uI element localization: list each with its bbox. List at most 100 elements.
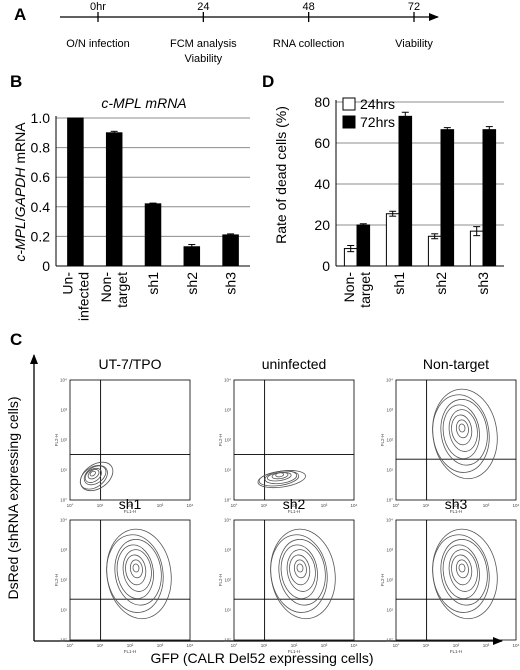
bar: [427, 235, 442, 267]
facs-x-tick-label: 10¹: [97, 503, 104, 508]
facs-plot-title: Non-target: [423, 356, 489, 372]
y-tick-label: 0.6: [31, 169, 51, 185]
facs-y-tick-label: 10°: [224, 638, 231, 643]
x-tick-label-line: Un-: [59, 272, 75, 295]
contour-line: [125, 554, 147, 586]
contour-line: [432, 388, 498, 480]
facs-y-tick-label: 10¹: [60, 608, 67, 613]
contour-line: [89, 470, 96, 477]
contour-line: [440, 539, 488, 606]
facs-y-axis-name: FL2-H: [380, 574, 385, 587]
facs-plot: uninfected 10°10° 10¹ 10¹ 10² 10² 10³ 10³ 10⁴ 10⁴…: [218, 356, 358, 514]
timeline-time-label: 72: [408, 1, 420, 13]
contour-line: [278, 539, 326, 606]
facs-x-tick-label: 10¹: [261, 503, 268, 508]
contour-line: [458, 423, 466, 433]
facs-x-axis-name: FL1-H: [450, 649, 463, 654]
x-tick-label-line: target: [357, 272, 373, 308]
facs-x-tick-label: 10²: [453, 503, 460, 508]
facs-plot-frame: [233, 519, 355, 641]
facs-y-tick-label: 10³: [224, 548, 231, 553]
x-tick-label: sh1: [145, 272, 161, 295]
facs-x-tick-label: 10°: [393, 643, 400, 648]
contour-line: [280, 544, 318, 599]
facs-x-tick-label: 10¹: [97, 643, 104, 648]
x-tick-label: sh1: [391, 272, 407, 295]
facs-x-tick-label: 10⁴: [351, 643, 358, 648]
x-tick-label-line: sh3: [475, 272, 491, 295]
contour-line: [289, 554, 311, 586]
x-tick-label-line: sh1: [391, 272, 407, 295]
contour-line: [87, 469, 100, 480]
facs-y-tick-label: 10¹: [224, 608, 231, 613]
facs-plot-grid: UT-7/TPO10°10°10¹10¹10²10²10³10³10⁴10⁴FL…: [54, 356, 520, 654]
facs-y-tick-label: 10¹: [224, 468, 231, 473]
panel-letter-b: B: [10, 72, 22, 91]
x-tick-label: sh3: [223, 272, 239, 295]
facs-y-tick-label: 10³: [224, 408, 231, 413]
facs-y-tick-label: 10²: [60, 438, 67, 443]
facs-x-tick-label: 10⁴: [513, 503, 520, 508]
facs-y-axis-name: FL2-H: [380, 434, 385, 447]
contour-line: [451, 414, 473, 446]
bar: [440, 129, 455, 267]
legend-swatch: [342, 115, 356, 129]
chart-b-ylabel: c-MPL/GAPDH mRNA: [12, 122, 28, 262]
facs-y-tick-label: 10¹: [386, 468, 393, 473]
facs-y-tick-label: 10⁴: [224, 378, 231, 383]
chart-d: 0 20 40 60 80 Non-target sh1 sh2 sh3 24hrs 72hrs: [314, 94, 504, 308]
contour-line: [455, 559, 469, 579]
facs-x-tick-label: 10°: [231, 643, 238, 648]
contour-line: [442, 544, 480, 599]
bar: [356, 224, 371, 267]
chart-b-title: c-MPL mRNA: [101, 95, 186, 111]
x-tick-label-line: target: [114, 272, 130, 308]
facs-plot-frame: [69, 519, 191, 641]
bar: [222, 234, 239, 267]
facs-y-tick-label: 10²: [224, 438, 231, 443]
facs-y-tick-label: 10⁴: [60, 378, 67, 383]
contour-line: [270, 528, 336, 620]
y-tick-label: 0.8: [31, 140, 51, 156]
x-tick-label: Non-target: [98, 272, 130, 308]
facs-y-tick-label: 10¹: [386, 608, 393, 613]
facs-x-tick-label: 10³: [157, 643, 164, 648]
bar: [144, 203, 162, 267]
facs-x-tick-label: 10⁴: [351, 503, 358, 508]
facs-x-tick-label: 10³: [483, 643, 490, 648]
x-tick-label: sh3: [475, 272, 491, 295]
facs-x-tick-label: 10⁴: [187, 503, 194, 508]
legend-label: 72hrs: [360, 114, 395, 130]
facs-y-tick-label: 10²: [386, 438, 393, 443]
facs-plot: Non-target 10°10° 10¹ 10¹ 10² 10² 10³ 10³ 10⁴ 10⁴…: [380, 356, 520, 514]
facs-y-tick-label: 10³: [386, 548, 393, 553]
x-tick-label-line: infected: [75, 272, 91, 321]
facs-x-tick-label: 10°: [67, 503, 74, 508]
chart-b-ylabel-part: /: [12, 217, 28, 221]
contour-line: [451, 554, 473, 586]
contour-line: [296, 563, 304, 573]
chart-b-ylabel-part: mRNA: [12, 122, 28, 168]
y-tick-label: 0: [42, 258, 50, 274]
contour-line: [448, 549, 478, 592]
facs-plot-frame: [395, 379, 517, 501]
facs-y-tick-label: 10⁴: [386, 378, 393, 383]
panel-d: D Rate of dead cells (%) 0 20 40 60 80 Non-ta…: [262, 72, 504, 308]
facs-x-tick-label: 10²: [291, 503, 298, 508]
bar: [482, 129, 497, 267]
facs-x-tick-label: 10°: [231, 503, 238, 508]
facs-x-tick-label: 10°: [67, 643, 74, 648]
facs-y-axis-name: FL2-H: [218, 574, 223, 587]
contour-line: [455, 419, 469, 439]
facs-plot: UT-7/TPO 10°10° 10¹ 10¹ 10² 10² 10³ 10³ 10⁴ 10⁴ FL…: [54, 356, 194, 514]
facs-x-tick-label: 10¹: [423, 503, 430, 508]
panel-c-xlabel: GFP (CALR Del52 expressing cells): [150, 650, 373, 666]
panel-c-ylabel: DsRed (shRNA expressing cells): [5, 396, 21, 599]
x-tick-label-line: sh2: [433, 272, 449, 295]
facs-x-tick-label: 10³: [483, 503, 490, 508]
contour-line: [440, 399, 488, 466]
chart-b: 00.20.40.60.81.0Un-infected Non-target sh1…: [31, 110, 250, 321]
facs-plot-title: UT-7/TPO: [98, 356, 161, 372]
contour-line: [432, 528, 498, 620]
